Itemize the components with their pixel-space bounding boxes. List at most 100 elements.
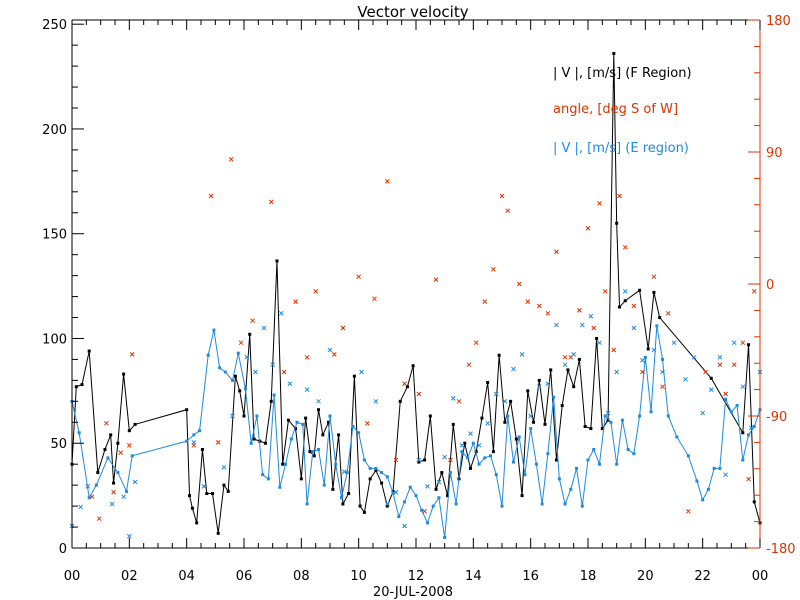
- e-region-direction-marker: [468, 431, 473, 436]
- f-region-point: [658, 316, 662, 320]
- f-region-point: [474, 450, 478, 454]
- y-tick-label: 50: [50, 437, 67, 452]
- e-region-direction-marker: [244, 354, 250, 360]
- x-tick-label: 02: [121, 569, 138, 584]
- f-region-point: [520, 494, 524, 498]
- angle-marker: [304, 354, 310, 360]
- e-region-direction-marker: [660, 369, 665, 375]
- e-region-point: [206, 353, 210, 357]
- angle-marker: [393, 457, 399, 463]
- e-region-point: [534, 462, 538, 466]
- e-region-point: [289, 437, 293, 441]
- f-region-point: [385, 504, 389, 508]
- f-region-point: [398, 399, 402, 403]
- f-region-point: [600, 427, 604, 431]
- angle-marker: [268, 199, 274, 205]
- f-region-point: [264, 441, 267, 445]
- x-tick-label: 04: [178, 569, 195, 584]
- e-region-point: [603, 414, 607, 418]
- f-region-point: [352, 374, 356, 378]
- angle-marker: [525, 299, 531, 304]
- f-region-point: [200, 448, 204, 452]
- e-region-point: [236, 351, 240, 355]
- f-region-point: [133, 422, 137, 426]
- y2-tick-label: 180: [766, 14, 791, 29]
- angle-marker: [129, 352, 135, 357]
- x-tick-label: 10: [350, 569, 367, 584]
- e-region-point: [638, 414, 642, 418]
- f-region-point: [248, 332, 252, 336]
- e-region-direction-marker: [126, 533, 132, 539]
- angle-marker: [433, 277, 439, 282]
- f-region-point: [423, 458, 427, 462]
- angle-marker: [293, 299, 298, 304]
- y-tick-label: 250: [42, 18, 67, 33]
- f-region-point: [411, 364, 415, 368]
- x-axis-label: 20-JUL-2008: [373, 585, 453, 600]
- e-region-direction-marker: [476, 442, 482, 448]
- y-tick-label: 0: [59, 542, 67, 557]
- f-region-point: [188, 494, 192, 498]
- e-region-direction-marker: [614, 369, 620, 375]
- f-region-point: [618, 305, 622, 309]
- angle-marker: [631, 303, 637, 309]
- e-region-point: [675, 435, 679, 439]
- e-region-point: [231, 378, 235, 382]
- angle-marker: [356, 274, 362, 280]
- e-region-point: [557, 477, 561, 481]
- angle-marker: [456, 398, 462, 404]
- f-region-point: [116, 441, 120, 445]
- e-region-direction-marker: [502, 398, 508, 404]
- e-region-direction-marker: [519, 352, 525, 357]
- e-region-direction-marker: [436, 479, 442, 485]
- legend-entry-e-region: | V |, [m/s] (E region): [553, 141, 689, 156]
- e-region-direction-marker: [651, 347, 657, 353]
- f-region-point: [566, 368, 570, 372]
- e-region-direction-marker: [597, 340, 602, 346]
- e-region-direction-marker: [700, 410, 706, 416]
- e-region-direction-marker: [691, 354, 697, 360]
- e-region-point: [523, 473, 527, 477]
- angle-marker: [660, 384, 665, 390]
- y-tick-label: 100: [42, 332, 67, 347]
- f-region-point: [652, 290, 656, 294]
- angle-marker: [238, 340, 244, 346]
- x-tick-label: 00: [64, 569, 81, 584]
- f-region-point: [80, 383, 84, 387]
- x-tick-label: 20: [637, 569, 654, 584]
- f-region-point: [96, 471, 100, 475]
- e-region-direction-marker: [327, 347, 333, 353]
- y2-tick-label: -90: [766, 410, 787, 425]
- e-region-point: [575, 466, 579, 470]
- x-axis: 00 02 04 06 08 10 12 14 16 18 20 22 00: [64, 20, 768, 584]
- e-region-point: [517, 435, 521, 439]
- e-region-point: [311, 450, 315, 454]
- f-region-point: [451, 422, 455, 426]
- f-region-point: [623, 299, 627, 303]
- e-region-direction-marker: [708, 387, 714, 392]
- angle-marker: [740, 340, 746, 346]
- e-region-direction-marker: [201, 484, 207, 489]
- e-region-direction-marker: [402, 523, 407, 529]
- angle-marker: [577, 308, 582, 313]
- f-region-point: [752, 500, 756, 504]
- e-region-point: [706, 487, 710, 491]
- legend: | V |, [m/s] (F Region) angle, [deg S of…: [553, 66, 692, 156]
- e-region-point: [592, 448, 596, 452]
- angle-marker: [482, 299, 488, 304]
- e-region-point: [483, 456, 487, 460]
- e-region-direction-marker: [191, 440, 197, 445]
- e-region-direction-marker: [287, 381, 293, 387]
- f-region-point: [109, 433, 113, 437]
- e-region-point: [243, 387, 247, 391]
- e-region-direction-marker: [683, 376, 688, 382]
- f-region-point: [440, 471, 444, 475]
- f-region-point: [347, 492, 351, 496]
- y-axis-left: 0 50 100 150 200 250: [42, 18, 84, 557]
- angle-marker: [228, 156, 234, 162]
- y-tick-label: 200: [42, 123, 67, 138]
- angle-marker: [617, 193, 622, 199]
- e-region-point: [494, 473, 498, 477]
- plot-frame: [71, 19, 761, 549]
- angle-marker: [111, 489, 116, 495]
